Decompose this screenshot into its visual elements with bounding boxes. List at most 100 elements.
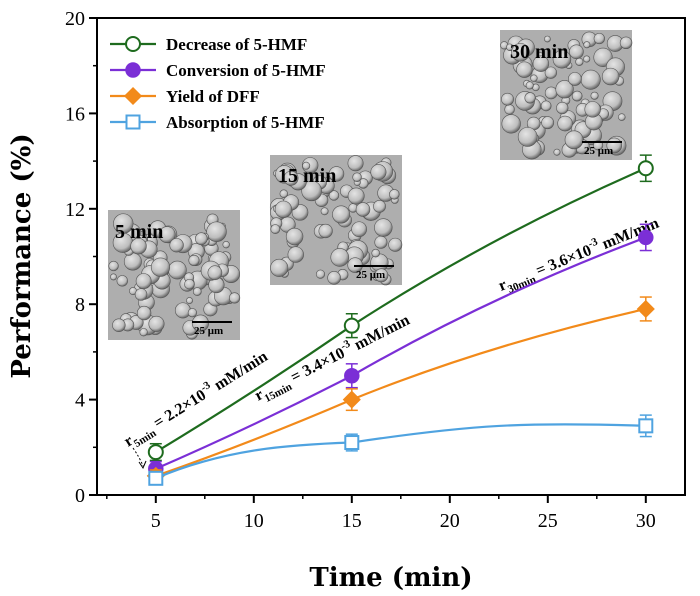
- series-group: [148, 223, 654, 477]
- droplet: [583, 55, 591, 63]
- data-point: [638, 418, 654, 434]
- legend-label: Yield of DFF: [166, 87, 260, 106]
- axes: 5 10 15 20 25 30 0 4 8 12 16 20: [65, 8, 656, 532]
- droplet: [315, 269, 326, 279]
- data-point: [148, 470, 164, 486]
- x-axis-title: Time (min): [309, 563, 472, 593]
- x-tick-label: 20: [440, 510, 460, 532]
- droplet: [575, 57, 584, 66]
- series-group: [148, 414, 654, 486]
- droplet: [373, 199, 386, 213]
- droplet: [130, 237, 147, 255]
- droplet: [618, 113, 626, 121]
- droplet: [571, 90, 583, 102]
- inset-30min: 30 min 25 μm: [500, 30, 633, 160]
- x-tick-label: 30: [636, 510, 656, 532]
- droplet: [328, 190, 340, 201]
- droplet: [580, 69, 601, 90]
- annotation-pointer-arrowhead: [138, 460, 147, 470]
- droplet: [540, 100, 552, 112]
- data-point: [343, 317, 360, 334]
- inset-15min: 15 min 25 μm: [269, 155, 403, 286]
- droplet: [530, 74, 538, 82]
- data-point: [636, 299, 655, 319]
- droplet: [327, 271, 341, 285]
- droplet: [532, 55, 550, 72]
- droplet: [370, 164, 387, 181]
- data-point: [344, 368, 360, 384]
- droplet: [583, 41, 591, 49]
- droplet: [557, 115, 573, 132]
- inset-15min-label: 15 min: [278, 165, 336, 187]
- droplet: [544, 86, 558, 100]
- inset-5min: 5 min 25 μm: [108, 210, 241, 340]
- droplet: [270, 258, 289, 277]
- droplet: [148, 315, 165, 332]
- droplet: [593, 32, 605, 45]
- droplet: [388, 237, 403, 252]
- rate-annotation-5min: r5min = 2.2×10-3 mM/min: [121, 348, 271, 450]
- y-tick-label: 16: [65, 103, 85, 125]
- y-tick-label: 12: [65, 199, 85, 221]
- micrograph-insets: 5 min 25 μm 15 min 25 μm 30 min 25 μm: [108, 30, 633, 340]
- droplet: [389, 189, 400, 200]
- droplet: [371, 248, 380, 258]
- series-line: [155, 307, 647, 477]
- inset-30min-scale-label: 25 μm: [584, 145, 613, 157]
- droplet: [150, 257, 171, 277]
- droplet: [174, 302, 191, 319]
- droplet: [525, 81, 534, 90]
- series-group: [147, 154, 654, 462]
- data-point: [637, 160, 654, 177]
- series-line: [155, 167, 647, 454]
- droplet: [270, 224, 281, 234]
- droplet: [318, 223, 333, 239]
- droplet: [169, 238, 184, 253]
- droplet: [136, 305, 152, 321]
- droplet: [332, 205, 351, 224]
- droplet: [601, 67, 620, 86]
- droplet: [287, 246, 304, 263]
- data-point: [147, 444, 164, 461]
- droplet: [139, 328, 148, 337]
- data-point: [342, 390, 361, 409]
- droplet: [556, 101, 569, 115]
- legend-label: Decrease of 5-HMF: [166, 35, 307, 54]
- svg-text:r30min = 3.6×10-3 mM/min: r30min = 3.6×10-3 mM/min: [495, 212, 663, 299]
- series-line: [155, 423, 646, 480]
- droplet: [524, 92, 536, 104]
- droplet: [279, 189, 289, 198]
- droplet: [188, 254, 200, 266]
- legend-marker: [125, 114, 141, 130]
- droplet: [555, 80, 574, 99]
- droplet: [619, 36, 633, 50]
- x-tick-label: 10: [244, 510, 264, 532]
- droplet: [168, 260, 187, 280]
- droplet: [186, 297, 193, 305]
- droplet: [274, 200, 293, 218]
- annotation-pointer-arrow: [132, 447, 144, 467]
- y-tick-label: 8: [75, 294, 85, 316]
- droplet: [135, 273, 152, 290]
- y-tick-label: 20: [65, 8, 85, 30]
- droplet: [134, 288, 148, 301]
- droplet: [320, 207, 329, 216]
- x-tick-label: 25: [538, 510, 558, 532]
- droplet: [552, 50, 572, 69]
- droplet: [112, 318, 126, 332]
- series-line: [155, 236, 647, 470]
- inset-15min-scale-label: 25 μm: [356, 269, 385, 281]
- legend-marker: [125, 62, 141, 78]
- droplet: [123, 252, 142, 271]
- droplet: [564, 130, 584, 150]
- droplet: [374, 218, 393, 237]
- legend-label: Conversion of 5-HMF: [166, 61, 326, 80]
- inset-5min-label: 5 min: [115, 221, 163, 243]
- droplet: [590, 91, 599, 100]
- legend-marker: [123, 86, 143, 106]
- legend-marker: [125, 36, 141, 52]
- droplet: [187, 308, 197, 318]
- droplet: [517, 127, 538, 147]
- droplet: [116, 275, 128, 287]
